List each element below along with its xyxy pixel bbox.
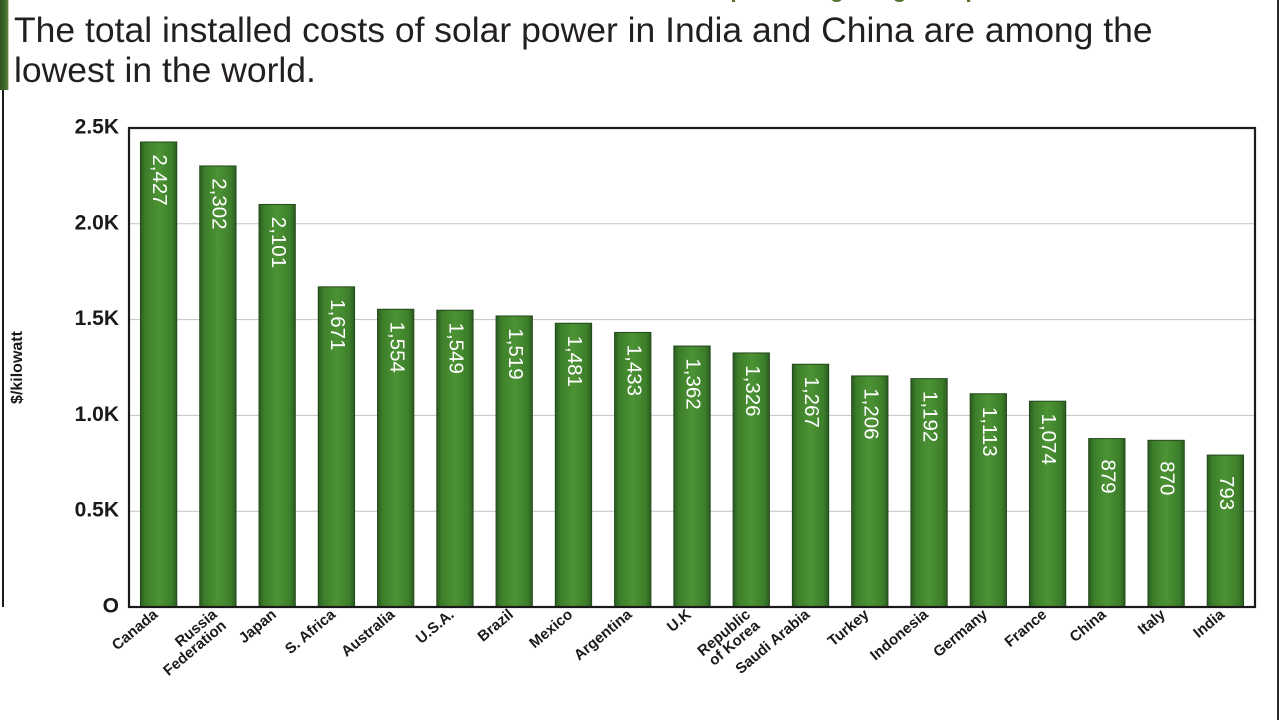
svg-text:1,433: 1,433 bbox=[622, 345, 645, 396]
svg-text:China: China bbox=[1067, 606, 1110, 646]
svg-text:Italy: Italy bbox=[1135, 606, 1169, 639]
svg-text:Australia: Australia bbox=[338, 606, 399, 661]
svg-text:Indonesia: Indonesia bbox=[867, 606, 932, 664]
svg-text:U.S.A.: U.S.A. bbox=[413, 606, 458, 647]
svg-text:1.5K: 1.5K bbox=[75, 307, 119, 330]
svg-text:1,519: 1,519 bbox=[504, 328, 527, 379]
svg-text:Japan: Japan bbox=[236, 606, 280, 647]
svg-text:India: India bbox=[1190, 606, 1228, 642]
svg-text:1.0K: 1.0K bbox=[75, 403, 119, 426]
svg-text:2,302: 2,302 bbox=[207, 178, 230, 229]
svg-text:Brazil: Brazil bbox=[475, 606, 517, 645]
svg-text:793: 793 bbox=[1215, 476, 1238, 510]
svg-text:1,074: 1,074 bbox=[1037, 414, 1060, 465]
svg-text:1,362: 1,362 bbox=[682, 358, 705, 409]
svg-text:1,206: 1,206 bbox=[859, 388, 882, 439]
svg-text:O: O bbox=[103, 595, 119, 618]
svg-text:Mexico: Mexico bbox=[526, 606, 576, 652]
svg-text:$/kilowatt: $/kilowatt bbox=[9, 330, 26, 404]
svg-text:S. Africa: S. Africa bbox=[282, 606, 340, 658]
svg-text:1,554: 1,554 bbox=[385, 322, 408, 373]
svg-text:1,113: 1,113 bbox=[978, 407, 1001, 457]
svg-text:870: 870 bbox=[1156, 461, 1179, 495]
svg-text:1,326: 1,326 bbox=[741, 365, 764, 416]
svg-text:1,192: 1,192 bbox=[919, 391, 942, 442]
svg-text:879: 879 bbox=[1096, 459, 1119, 493]
svg-text:RussiaFederation: RussiaFederation bbox=[151, 606, 230, 680]
svg-text:2.0K: 2.0K bbox=[75, 211, 119, 234]
svg-text:2,427: 2,427 bbox=[148, 154, 171, 205]
svg-text:2.5K: 2.5K bbox=[75, 116, 119, 139]
svg-text:2,101: 2,101 bbox=[267, 217, 290, 268]
svg-text:1,671: 1,671 bbox=[326, 299, 349, 350]
svg-text:1,481: 1,481 bbox=[563, 336, 586, 387]
svg-text:France: France bbox=[1002, 606, 1051, 651]
svg-text:Argentina: Argentina bbox=[571, 606, 636, 664]
svg-text:Turkey: Turkey bbox=[825, 606, 873, 650]
svg-text:Germany: Germany bbox=[930, 606, 991, 661]
svg-text:1,267: 1,267 bbox=[800, 377, 823, 428]
svg-text:1,549: 1,549 bbox=[445, 323, 468, 374]
svg-text:U.K: U.K bbox=[664, 606, 695, 636]
svg-text:0.5K: 0.5K bbox=[75, 499, 119, 522]
